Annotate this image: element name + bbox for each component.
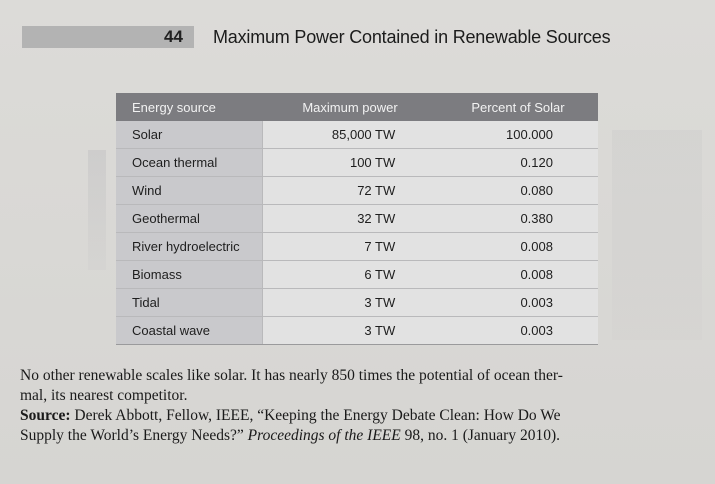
percent-of-solar-cell: 0.003 (438, 288, 598, 317)
maximum-power-value: 3 TW (364, 295, 396, 310)
maximum-power-cell: 3 TW (261, 316, 438, 345)
percent-of-solar-cell: 0.003 (438, 316, 598, 345)
table-row: Wind 72 TW 0.080 (116, 176, 598, 205)
source-text: Supply the World’s Energy Needs?” (20, 427, 248, 444)
bleed-through-shadow (612, 130, 702, 340)
percent-of-solar-value: 0.003 (520, 295, 553, 310)
percent-of-solar-cell: 100.000 (438, 121, 598, 149)
figure-title: Maximum Power Contained in Renewable Sou… (213, 27, 611, 47)
source-line: Supply the World’s Energy Needs?” Procee… (20, 426, 700, 446)
percent-of-solar-cell: 0.120 (438, 148, 598, 177)
column-header-energy-source: Energy source (116, 93, 262, 121)
column-header-percent-of-solar: Percent of Solar (438, 93, 598, 121)
maximum-power-cell: 32 TW (261, 204, 438, 233)
percent-of-solar-cell: 0.380 (438, 204, 598, 233)
percent-of-solar-value: 0.380 (520, 211, 553, 226)
percent-of-solar-value: 0.080 (520, 183, 553, 198)
maximum-power-cell: 6 TW (261, 260, 438, 289)
journal-name: Proceedings of the IEEE (247, 427, 401, 444)
percent-of-solar-value: 0.120 (520, 155, 553, 170)
figure-number: 44 (164, 27, 183, 46)
table-row: Solar 85,000 TW 100.000 (116, 121, 598, 149)
maximum-power-cell: 7 TW (261, 232, 438, 261)
table-row: Ocean thermal 100 TW 0.120 (116, 148, 598, 177)
table-row: Coastal wave 3 TW 0.003 (116, 316, 598, 345)
energy-source-cell: Ocean thermal (116, 148, 262, 177)
percent-of-solar-cell: 0.008 (438, 260, 598, 289)
bleed-through-shadow (88, 150, 106, 270)
caption-line: mal, its nearest competitor. (20, 386, 700, 406)
source-text: 98, no. 1 (January 2010). (400, 427, 561, 444)
percent-of-solar-value: 0.003 (520, 323, 553, 338)
energy-source-cell: River hydroelectric (116, 232, 262, 261)
table-row: River hydroelectric 7 TW 0.008 (116, 232, 598, 261)
table-body: Solar 85,000 TW 100.000 Ocean thermal 10… (116, 121, 598, 345)
energy-source-cell: Wind (116, 176, 262, 205)
maximum-power-value: 7 TW (364, 239, 396, 254)
renewable-power-table: Energy source Maximum power Percent of S… (116, 93, 598, 345)
maximum-power-cell: 85,000 TW (261, 121, 438, 149)
maximum-power-value: 72 TW (357, 183, 396, 198)
source-label: Source: (20, 407, 71, 424)
maximum-power-value: 6 TW (364, 267, 396, 282)
header-row: Energy source Maximum power Percent of S… (116, 93, 598, 121)
source-line: Source: Derek Abbott, Fellow, IEEE, “Kee… (20, 406, 700, 426)
percent-of-solar-value: 0.008 (520, 267, 553, 282)
caption-text: No other renewable scales like solar. It… (20, 366, 700, 446)
table-row: Geothermal 32 TW 0.380 (116, 204, 598, 233)
energy-source-cell: Geothermal (116, 204, 262, 233)
caption-line-1: No other renewable scales like solar. It… (20, 367, 563, 384)
percent-of-solar-value: 100.000 (506, 127, 553, 142)
percent-of-solar-cell: 0.080 (438, 176, 598, 205)
energy-source-cell: Biomass (116, 260, 262, 289)
table-row: Tidal 3 TW 0.003 (116, 288, 598, 317)
maximum-power-cell: 100 TW (261, 148, 438, 177)
energy-source-cell: Coastal wave (116, 316, 262, 345)
energy-source-cell: Solar (116, 121, 262, 149)
table-header: Energy source Maximum power Percent of S… (116, 93, 598, 121)
maximum-power-value: 85,000 TW (331, 127, 396, 142)
percent-of-solar-value: 0.008 (520, 239, 553, 254)
figure-number-bar (22, 26, 194, 48)
maximum-power-cell: 72 TW (261, 176, 438, 205)
maximum-power-value: 32 TW (357, 211, 396, 226)
table-row: Biomass 6 TW 0.008 (116, 260, 598, 289)
percent-of-solar-cell: 0.008 (438, 232, 598, 261)
caption-line: No other renewable scales like solar. It… (20, 366, 700, 386)
energy-source-cell: Tidal (116, 288, 262, 317)
column-header-maximum-power: Maximum power (262, 93, 438, 121)
maximum-power-value: 3 TW (364, 323, 396, 338)
source-text: Derek Abbott, Fellow, IEEE, “Keeping the… (70, 407, 561, 424)
data-table: Energy source Maximum power Percent of S… (116, 93, 598, 345)
caption-line-2: mal, its nearest competitor. (20, 387, 188, 404)
maximum-power-cell: 3 TW (261, 288, 438, 317)
maximum-power-value: 100 TW (349, 155, 396, 170)
